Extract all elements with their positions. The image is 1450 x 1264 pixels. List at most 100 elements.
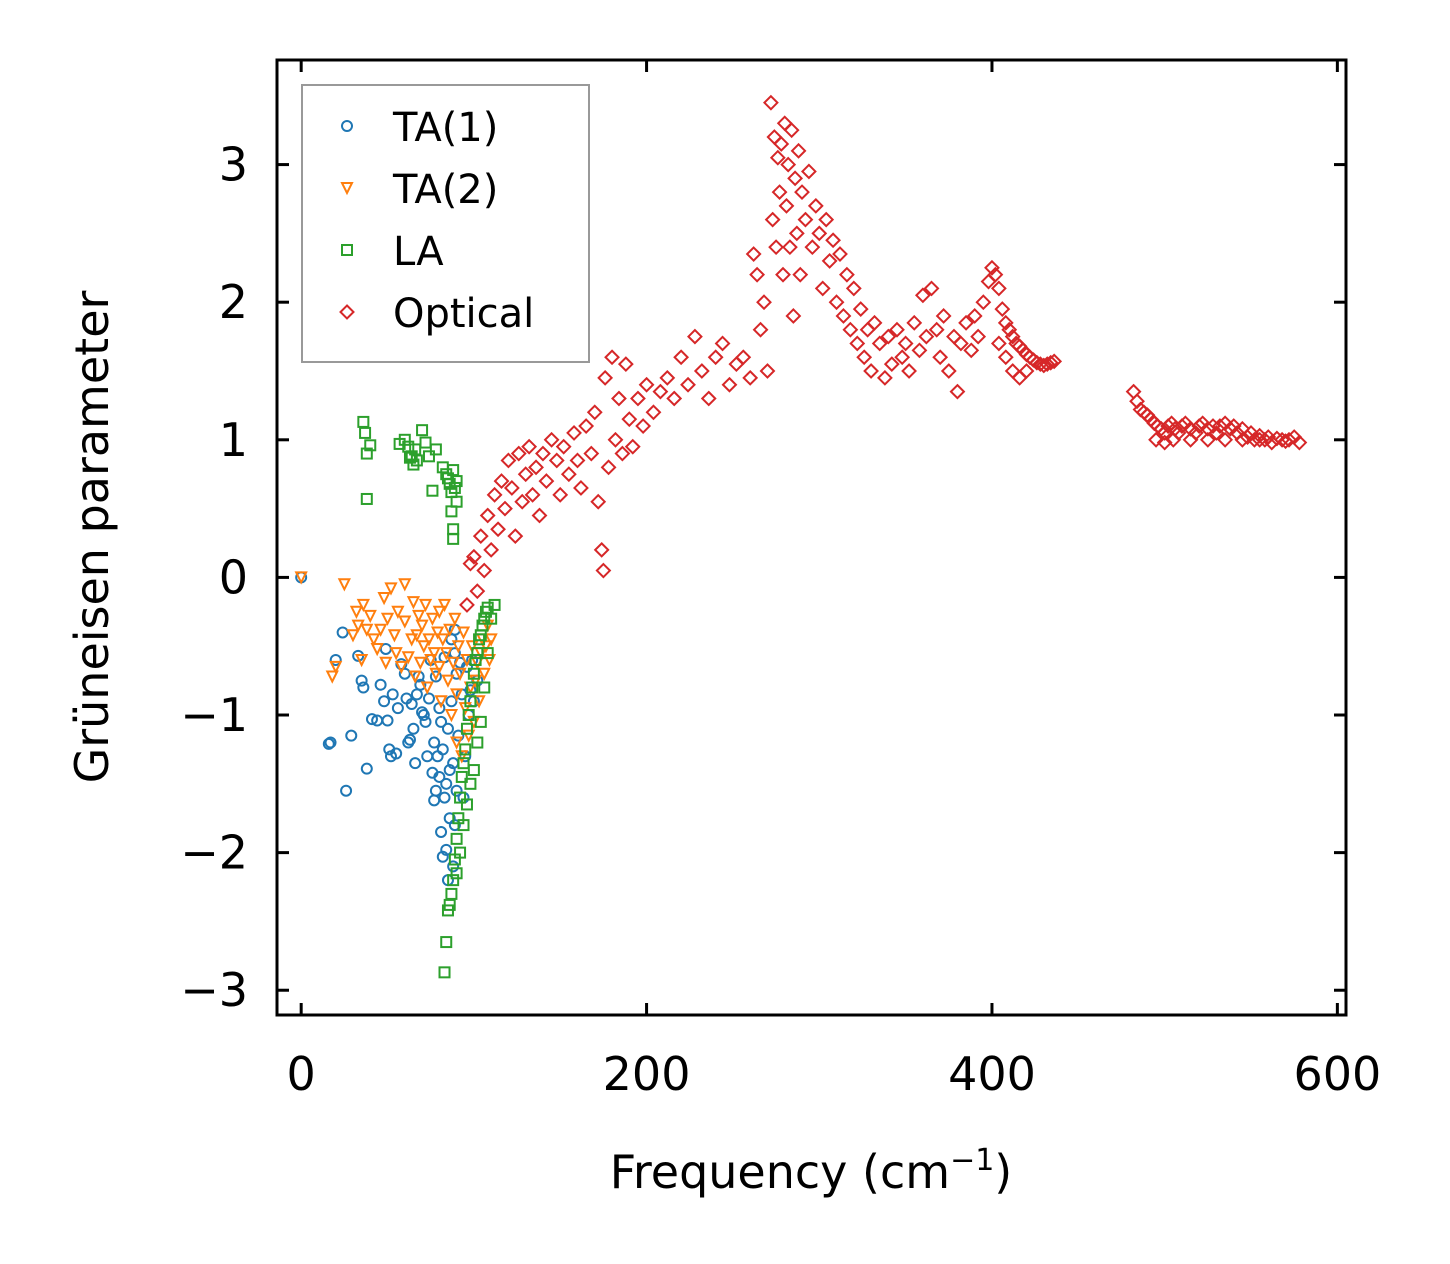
y-tick-label: −2 (180, 826, 248, 880)
data-point (421, 750, 434, 763)
x-tick-label: 600 (1293, 1047, 1381, 1101)
data-point (771, 184, 788, 201)
data-point (438, 966, 451, 979)
data-point (876, 369, 893, 386)
data-point (445, 695, 458, 708)
data-point (450, 867, 463, 880)
data-point (409, 443, 422, 456)
data-point (763, 94, 779, 111)
data-point (990, 335, 1007, 352)
data-point (448, 612, 462, 626)
data-point (911, 342, 928, 359)
data-point (340, 784, 353, 797)
data-point (586, 404, 603, 421)
data-point (390, 747, 403, 760)
data-point (417, 640, 431, 654)
data-point (420, 681, 434, 695)
legend: TA(1) TA(2) LA Optical (301, 84, 590, 363)
data-point (433, 770, 446, 783)
data-point (438, 791, 451, 804)
data-point (456, 626, 471, 640)
data-point (398, 433, 411, 446)
data-point (997, 314, 1014, 331)
data-point (422, 633, 436, 647)
data-point (807, 197, 824, 214)
data-point (398, 667, 411, 680)
data-point (355, 653, 369, 668)
data-point (787, 170, 804, 187)
data-point (821, 252, 838, 269)
data-point (764, 211, 781, 228)
data-point (450, 475, 463, 488)
data-point (617, 356, 634, 373)
data-point (645, 404, 662, 421)
data-point (440, 936, 453, 949)
legend-marker (341, 120, 353, 132)
data-point (468, 674, 483, 688)
data-point (405, 633, 419, 647)
data-point (832, 246, 848, 262)
data-point (322, 737, 335, 750)
data-point (814, 280, 831, 297)
data-point (573, 480, 589, 496)
y-tick-label: 1 (219, 413, 248, 467)
data-point (635, 418, 652, 434)
x-tick-label: 0 (287, 1047, 316, 1101)
data-point (419, 715, 432, 728)
data-point (773, 136, 790, 152)
data-point (462, 709, 475, 722)
legend-marker (341, 244, 353, 256)
data-point (462, 729, 476, 743)
data-point (871, 335, 888, 352)
data-point (1042, 354, 1059, 371)
series-optical (459, 94, 1308, 613)
legend-item: TA(2) (340, 167, 498, 213)
data-point (500, 452, 517, 469)
data-point (835, 308, 852, 324)
data-point (842, 321, 859, 338)
data-point (425, 612, 440, 626)
data-point (894, 349, 911, 366)
legend-marker (339, 304, 355, 320)
data-point (1039, 356, 1056, 373)
data-point (1156, 434, 1173, 451)
data-point (590, 493, 607, 510)
data-point (569, 452, 586, 469)
data-point (687, 328, 703, 345)
data-point (1274, 431, 1291, 448)
y-axis-label: Grüneisen parameter (65, 290, 119, 783)
data-point (360, 492, 373, 505)
data-point (384, 582, 398, 596)
data-point (531, 507, 548, 524)
data-point (593, 541, 610, 558)
data-point (465, 640, 479, 654)
data-point (440, 777, 453, 790)
legend-item: TA(1) (341, 105, 498, 151)
data-point (389, 647, 403, 661)
data-point (1165, 431, 1182, 448)
data-point (429, 443, 442, 456)
data-point (418, 598, 433, 613)
data-point (469, 583, 486, 600)
data-point (1163, 415, 1180, 432)
data-point (614, 445, 631, 462)
data-point (600, 459, 617, 476)
data-point (958, 314, 974, 331)
data-point (374, 623, 388, 637)
data-point (428, 794, 441, 807)
data-point (449, 736, 464, 750)
data-point (607, 431, 624, 448)
y-tick-label: −1 (180, 688, 248, 742)
data-point (1291, 434, 1308, 451)
y-tick-label: −3 (180, 963, 248, 1017)
data-point (863, 363, 879, 379)
plot-frame (275, 58, 1348, 1017)
data-point (883, 356, 900, 373)
data-point (429, 784, 442, 797)
data-point (360, 762, 373, 775)
data-point (454, 846, 467, 859)
data-point (849, 335, 866, 352)
data-point (459, 743, 472, 756)
data-point (800, 163, 817, 180)
